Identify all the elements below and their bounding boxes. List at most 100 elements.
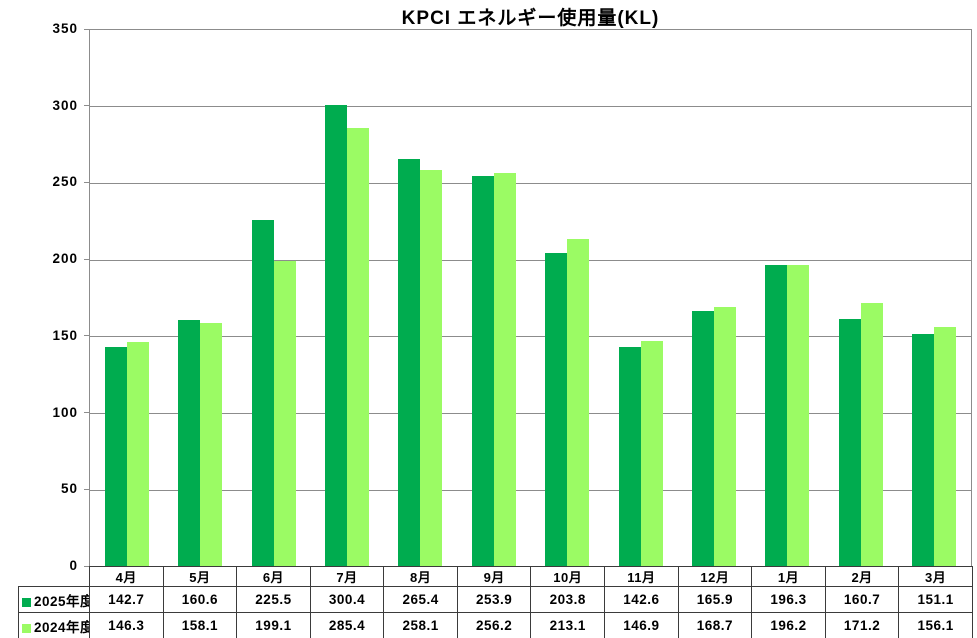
table-month-header: 10月 (530, 566, 606, 587)
bar-2025年度-8月 (398, 158, 421, 566)
bar-group-2月 (824, 30, 897, 566)
bar-2025年度-3月 (912, 334, 935, 566)
y-axis-label: 150 (52, 327, 78, 343)
table-value-cell: 156.1 (898, 612, 973, 638)
y-axis-tick (84, 412, 89, 414)
bar-2024年度-8月 (420, 170, 443, 566)
bar-group-9月 (457, 30, 530, 566)
table-value-cell: 196.2 (751, 612, 826, 638)
table-month-header: 8月 (383, 566, 458, 587)
table-value-cell: 160.6 (162, 586, 238, 613)
table-month-header: 9月 (456, 566, 532, 587)
bar-2024年度-2月 (860, 303, 883, 566)
bar-2024年度-12月 (714, 307, 737, 566)
table-month-header: 11月 (604, 566, 679, 587)
legend-row-label: 2024年度 (18, 612, 90, 638)
table-month-header: 5月 (162, 566, 238, 587)
plot-area (89, 29, 972, 566)
legend-key-icon (22, 623, 31, 633)
table-value-cell: 253.9 (456, 586, 532, 613)
bar-2025年度-2月 (838, 319, 861, 566)
table-value-cell: 142.6 (604, 586, 679, 613)
y-axis-tick (84, 335, 89, 337)
bar-2025年度-11月 (618, 347, 641, 566)
legend-key-icon (22, 597, 31, 607)
bar-2024年度-5月 (200, 323, 223, 566)
gridline (90, 489, 971, 491)
bar-group-1月 (751, 30, 824, 566)
bar-2025年度-9月 (471, 176, 494, 566)
table-month-header: 2月 (824, 566, 900, 587)
bar-2024年度-3月 (934, 326, 957, 566)
y-axis-tick (84, 488, 89, 490)
bar-2024年度-10月 (567, 239, 590, 566)
table-value-cell: 146.3 (89, 612, 164, 638)
bar-group-11月 (604, 30, 677, 566)
y-axis-tick (84, 181, 89, 183)
legend-series-name: 2025年度 (34, 593, 90, 609)
table-month-header: 1月 (751, 566, 826, 587)
bar-2024年度-4月 (126, 341, 149, 566)
legend-row-label: 2025年度 (18, 586, 90, 613)
table-value-cell: 146.9 (604, 612, 679, 638)
data-table: 4月 5月 6月 7月 8月 9月 10月 11月 12月 1月 2月 3月 2025年度 142.7 16… (18, 566, 973, 638)
y-axis-tick (84, 28, 89, 30)
gridline (90, 182, 971, 184)
y-axis-tick (84, 105, 89, 107)
table-value-cell: 265.4 (383, 586, 458, 613)
y-axis-label: 50 (60, 481, 78, 497)
bar-2024年度-1月 (787, 264, 810, 566)
table-value-cell: 165.9 (677, 586, 753, 613)
bar-2025年度-10月 (545, 253, 568, 566)
table-value-cell: 151.1 (898, 586, 973, 613)
table-month-header: 7月 (309, 566, 385, 587)
y-axis-label: 300 (52, 97, 78, 113)
bar-2024年度-7月 (346, 128, 369, 566)
bar-2024年度-11月 (640, 340, 663, 566)
table-value-cell: 203.8 (530, 586, 606, 613)
table-value-cell: 158.1 (162, 612, 238, 638)
gridline (90, 106, 971, 108)
bar-2024年度-9月 (493, 172, 516, 566)
table-value-cell: 213.1 (530, 612, 606, 638)
table-value-cell: 300.4 (309, 586, 385, 613)
table-value-cell: 258.1 (383, 612, 458, 638)
table-month-header: 6月 (236, 566, 311, 587)
bar-2025年度-5月 (178, 319, 201, 566)
y-axis-label: 0 (69, 558, 78, 573)
bar-group-12月 (677, 30, 750, 566)
table-value-cell: 285.4 (309, 612, 385, 638)
table-corner-cell (18, 566, 90, 587)
table-series-row-2025年度: 2025年度 142.7 160.6 225.5 300.4 265.4 253.9 203.… (18, 586, 973, 613)
table-value-cell: 225.5 (236, 586, 311, 613)
table-value-cell: 160.7 (824, 586, 900, 613)
y-axis-label: 200 (52, 251, 78, 267)
table-month-header: 3月 (898, 566, 973, 587)
table-month-header-row: 4月 5月 6月 7月 8月 9月 10月 11月 12月 1月 2月 3月 (18, 566, 973, 587)
y-axis-label: 100 (52, 404, 78, 420)
bar-group-5月 (163, 30, 236, 566)
y-axis-tick (84, 258, 89, 260)
bar-2025年度-1月 (765, 264, 788, 566)
chart-title: KPCI エネルギー使用量(KL) (401, 8, 660, 29)
y-axis-label: 250 (52, 174, 78, 190)
table-month-header: 12月 (677, 566, 753, 587)
bar-group-10月 (531, 30, 604, 566)
table-value-cell: 199.1 (236, 612, 311, 638)
gridline (90, 413, 971, 415)
bars-layer (90, 30, 971, 566)
gridline (90, 336, 971, 338)
table-series-row-2024年度: 2024年度 146.3 158.1 199.1 285.4 258.1 256.2 213.… (18, 612, 973, 638)
bar-group-6月 (237, 30, 310, 566)
y-axis-tick (84, 565, 89, 567)
gridline (90, 259, 971, 261)
y-axis-label: 350 (52, 21, 78, 36)
bar-group-3月 (898, 30, 971, 566)
table-value-cell: 196.3 (751, 586, 826, 613)
table-value-cell: 142.7 (89, 586, 164, 613)
bar-2024年度-6月 (273, 260, 296, 566)
bar-group-4月 (90, 30, 163, 566)
bar-group-8月 (384, 30, 457, 566)
bar-2025年度-6月 (251, 220, 274, 566)
